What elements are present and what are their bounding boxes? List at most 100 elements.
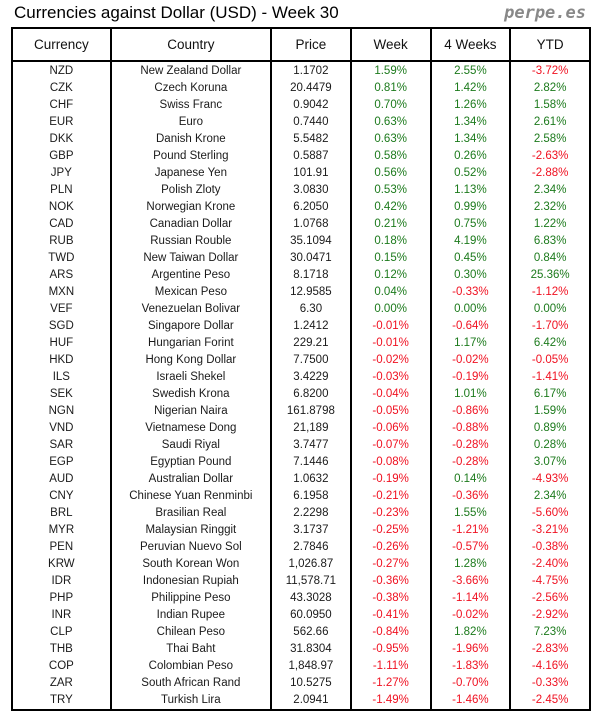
- table-row: CZK Czech Koruna 20.4479 0.81% 1.42% 2.82%: [11, 80, 591, 97]
- price: 229.21: [270, 335, 352, 352]
- currency-code: NGN: [11, 403, 112, 420]
- brand-logo: perpe.es: [504, 3, 586, 23]
- week-change: 0.70%: [349, 97, 432, 114]
- table-row: TRY Turkish Lira 2.0941 -1.49% -1.46% -2.45%: [11, 692, 591, 710]
- country-name: Malaysian Ringgit: [109, 522, 273, 539]
- table-row: THB Thai Baht 31.8304 -0.95% -1.96% -2.83%: [11, 641, 591, 658]
- currency-code: PHP: [11, 590, 112, 607]
- ytd-change: 1.59%: [509, 403, 591, 420]
- week-change: -0.41%: [349, 607, 432, 624]
- table-row: PLN Polish Zloty 3.0830 0.53% 1.13% 2.34%: [11, 182, 591, 199]
- 4weeks-change: -3.66%: [429, 573, 512, 590]
- week-change: -0.02%: [349, 352, 432, 369]
- ytd-change: 0.00%: [509, 301, 591, 318]
- week-change: -0.08%: [349, 454, 432, 471]
- table-row: ILS Israeli Shekel 3.4229 -0.03% -0.19% -1.41…: [11, 369, 591, 386]
- ytd-change: -3.21%: [509, 522, 591, 539]
- table-row: HUF Hungarian Forint 229.21 -0.01% 1.17% 6.42…: [11, 335, 591, 352]
- price: 30.0471: [270, 250, 352, 267]
- currency-code: ARS: [11, 267, 112, 284]
- header-country: Country: [109, 27, 273, 62]
- currency-code: COP: [11, 658, 112, 675]
- currency-code: EGP: [11, 454, 112, 471]
- ytd-change: -5.60%: [509, 505, 591, 522]
- week-change: 0.53%: [349, 182, 432, 199]
- week-change: -0.25%: [349, 522, 432, 539]
- week-change: 0.56%: [349, 165, 432, 182]
- currency-code: KRW: [11, 556, 112, 573]
- currency-code: THB: [11, 641, 112, 658]
- price: 2.2298: [270, 505, 352, 522]
- ytd-change: 0.89%: [509, 420, 591, 437]
- ytd-change: -2.40%: [509, 556, 591, 573]
- currency-code: AUD: [11, 471, 112, 488]
- week-change: -0.01%: [349, 318, 432, 335]
- table-row: NGN Nigerian Naira 161.8798 -0.05% -0.86% 1.5…: [11, 403, 591, 420]
- country-name: Indonesian Rupiah: [109, 573, 273, 590]
- country-name: Euro: [109, 114, 273, 131]
- currency-code: IDR: [11, 573, 112, 590]
- 4weeks-change: -0.02%: [429, 607, 512, 624]
- currency-code: CNY: [11, 488, 112, 505]
- currency-code: ILS: [11, 369, 112, 386]
- 4weeks-change: 0.45%: [429, 250, 512, 267]
- table-row: EUR Euro 0.7440 0.63% 1.34% 2.61%: [11, 114, 591, 131]
- ytd-change: 2.32%: [509, 199, 591, 216]
- currency-code: PEN: [11, 539, 112, 556]
- 4weeks-change: -0.86%: [429, 403, 512, 420]
- 4weeks-change: -0.36%: [429, 488, 512, 505]
- header-row: Currency Country Price Week 4 Weeks YTD: [11, 27, 591, 62]
- header-price: Price: [270, 27, 352, 62]
- ytd-change: 6.17%: [509, 386, 591, 403]
- country-name: Norwegian Krone: [109, 199, 273, 216]
- week-change: -0.26%: [349, 539, 432, 556]
- currency-code: HUF: [11, 335, 112, 352]
- price: 0.5887: [270, 148, 352, 165]
- header-ytd: YTD: [509, 27, 591, 62]
- week-change: -1.11%: [349, 658, 432, 675]
- table-row: PHP Philippine Peso 43.3028 -0.38% -1.14% -2.…: [11, 590, 591, 607]
- week-change: -0.06%: [349, 420, 432, 437]
- country-name: Nigerian Naira: [109, 403, 273, 420]
- 4weeks-change: 1.13%: [429, 182, 512, 199]
- price: 0.7440: [270, 114, 352, 131]
- 4weeks-change: 1.01%: [429, 386, 512, 403]
- price: 6.1958: [270, 488, 352, 505]
- ytd-change: -2.83%: [509, 641, 591, 658]
- header-4weeks: 4 Weeks: [429, 27, 512, 62]
- price: 1,026.87: [270, 556, 352, 573]
- 4weeks-change: -1.96%: [429, 641, 512, 658]
- table-row: AUD Australian Dollar 1.0632 -0.19% 0.14% -4.…: [11, 471, 591, 488]
- price: 3.1737: [270, 522, 352, 539]
- 4weeks-change: 1.26%: [429, 97, 512, 114]
- price: 8.1718: [270, 267, 352, 284]
- country-name: Argentine Peso: [109, 267, 273, 284]
- currency-code: SGD: [11, 318, 112, 335]
- 4weeks-change: 2.55%: [429, 61, 512, 80]
- price: 562.66: [270, 624, 352, 641]
- table-row: SEK Swedish Krona 6.8200 -0.04% 1.01% 6.17%: [11, 386, 591, 403]
- ytd-change: -2.45%: [509, 692, 591, 710]
- currency-code: CLP: [11, 624, 112, 641]
- 4weeks-change: 0.75%: [429, 216, 512, 233]
- ytd-change: 3.07%: [509, 454, 591, 471]
- table-row: VEF Venezuelan Bolivar 6.30 0.00% 0.00% 0.00%: [11, 301, 591, 318]
- price: 11,578.71: [270, 573, 352, 590]
- currency-code: EUR: [11, 114, 112, 131]
- price: 12.9585: [270, 284, 352, 301]
- ytd-change: -3.72%: [509, 61, 591, 80]
- 4weeks-change: -0.02%: [429, 352, 512, 369]
- country-name: New Taiwan Dollar: [109, 250, 273, 267]
- 4weeks-change: 0.14%: [429, 471, 512, 488]
- table-row: PEN Peruvian Nuevo Sol 2.7846 -0.26% -0.57% -…: [11, 539, 591, 556]
- 4weeks-change: -1.46%: [429, 692, 512, 710]
- ytd-change: -4.16%: [509, 658, 591, 675]
- price: 20.4479: [270, 80, 352, 97]
- 4weeks-change: 0.52%: [429, 165, 512, 182]
- country-name: Israeli Shekel: [109, 369, 273, 386]
- week-change: -0.03%: [349, 369, 432, 386]
- price: 1.2412: [270, 318, 352, 335]
- country-name: Pound Sterling: [109, 148, 273, 165]
- week-change: 1.59%: [349, 61, 432, 80]
- currency-code: RUB: [11, 233, 112, 250]
